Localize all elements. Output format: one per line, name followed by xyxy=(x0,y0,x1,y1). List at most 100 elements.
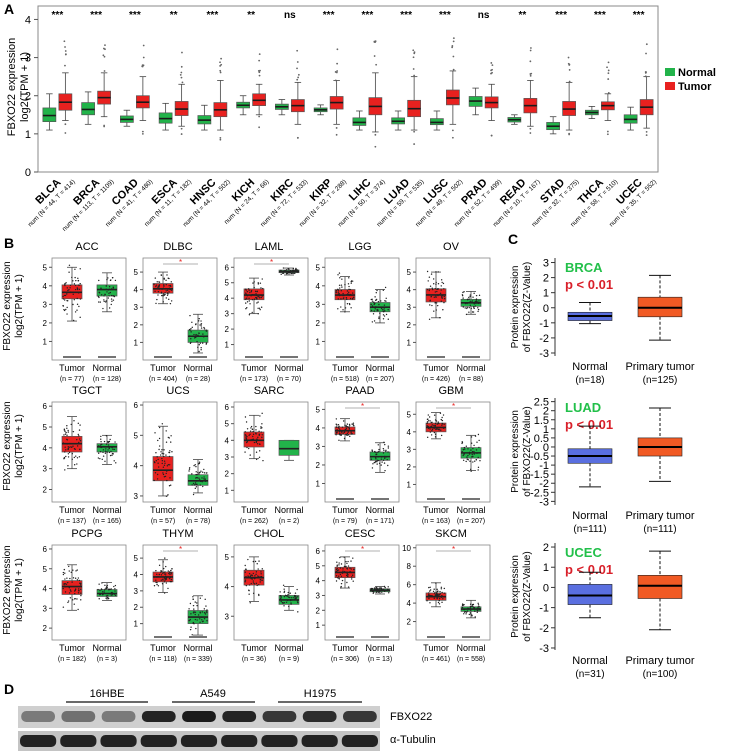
b-ticklabel: 3 xyxy=(225,453,230,462)
b-tumor-PCPG-point xyxy=(65,583,68,586)
b-tumor-ACC-point xyxy=(68,271,70,273)
c-cancer-label: LUAD xyxy=(565,400,601,415)
panel-b: FBXO22 expression log2(TPM + 1) FBXO22 e… xyxy=(2,241,491,663)
b-tumor-LAML-point xyxy=(248,297,250,300)
b-frame xyxy=(415,544,491,641)
b-normal-PAAD-point xyxy=(372,463,374,465)
b-frame xyxy=(51,544,127,641)
b-tumor-OV-point xyxy=(428,289,430,292)
b-tumor-ACC-point xyxy=(66,293,68,295)
b-normal-GBM-point xyxy=(470,470,472,472)
b-normal-PCPG-point xyxy=(107,595,109,597)
b-tumor-UCS-point xyxy=(163,455,165,458)
b-tumor-OV-point xyxy=(441,297,443,299)
b-ticklabel: 5 xyxy=(225,553,230,562)
b-tumor-CESC-point xyxy=(340,582,343,585)
b-ticklabel: 3 xyxy=(43,604,48,613)
b-tumor-CESC-point xyxy=(352,557,354,559)
c-ticklabel: -3 xyxy=(539,643,549,655)
b-ticklabel: 1 xyxy=(407,338,412,347)
b-frame xyxy=(233,401,309,503)
b-frame xyxy=(324,544,400,641)
a-outlier xyxy=(296,137,299,139)
b-second-label: Normal xyxy=(92,643,121,653)
b-tumor-PAAD-point xyxy=(345,426,347,428)
b-normal-UCS-point xyxy=(195,483,197,486)
b-tumor-CHOL-point xyxy=(259,578,262,581)
b-normal-LAML-point xyxy=(291,269,293,272)
b-tumor-LAML-point xyxy=(258,307,261,309)
b-normal-THYM-point xyxy=(199,618,201,620)
a-outlier xyxy=(568,69,571,71)
b-normal-GBM-point xyxy=(477,456,479,459)
b-tumor-PCPG-point xyxy=(74,598,76,600)
b-tumor-PCPG-point xyxy=(72,577,75,579)
b-tumor-PAAD-point xyxy=(343,437,346,440)
b-normal-PCPG-point xyxy=(113,585,115,588)
b-tumor-TGCT-point xyxy=(66,427,68,429)
b-normal-OV-point xyxy=(472,296,474,298)
b-normal-PCPG-point xyxy=(110,588,112,590)
b-tumor-ACC-point xyxy=(77,279,80,282)
b-tumor-THYM-point xyxy=(158,564,161,567)
b-normal-CESC-point xyxy=(381,588,383,590)
b-normal-ACC-point xyxy=(99,301,101,303)
b-normal-PAAD-point xyxy=(376,459,379,462)
b-tumor-LAML-point xyxy=(262,287,264,290)
b-tumor-DLBC-point xyxy=(160,274,163,276)
a-outlier xyxy=(103,70,106,72)
b-ticklabel: 5 xyxy=(134,431,139,440)
b-normal-LGG-point xyxy=(382,289,385,291)
b-ticklabel: 5 xyxy=(225,420,230,429)
a-outlier xyxy=(180,133,183,135)
b-title-TGCT: TGCT xyxy=(72,385,102,397)
b-normal-CHOL-point xyxy=(282,584,285,586)
b-tumor-LGG-point xyxy=(337,274,339,276)
b-tumor-THYM-point xyxy=(164,573,166,575)
b-tumor-SARC-point xyxy=(258,434,260,436)
b-frame xyxy=(324,257,400,361)
b-tumor-SARC-point xyxy=(249,454,251,456)
b-ticklabel: 6 xyxy=(407,581,412,590)
b-ticklabel: 4 xyxy=(316,282,321,291)
b-tumor-PAAD-point xyxy=(342,432,344,434)
a-outlier xyxy=(567,62,570,65)
b-tumor-PCPG-point xyxy=(62,606,65,608)
b-normal-OV-point xyxy=(468,311,470,313)
b-tumor-CESC-point xyxy=(352,580,354,582)
b-tumor-PAAD-point xyxy=(346,432,349,435)
b-tumor-SARC-point xyxy=(246,446,248,449)
b-normal-TGCT-point xyxy=(104,452,107,454)
b-tumor-THYM-point xyxy=(162,561,164,563)
b-ticklabel: 1 xyxy=(134,620,139,629)
b-normal-UCS-point xyxy=(193,464,195,467)
b-normal-CESC-point xyxy=(383,585,386,588)
b-tumor-DLBC-point xyxy=(166,274,168,276)
b-second-label: Normal xyxy=(365,505,394,515)
b-normal-DLBC-point xyxy=(200,320,202,322)
b-tumor-OV-point xyxy=(434,302,436,304)
b-first-label: Tumor xyxy=(150,363,176,373)
b-normal-OV-point xyxy=(473,305,475,308)
a-outlier xyxy=(334,79,337,82)
b-normal-PAAD-point xyxy=(382,447,385,450)
a-outlier xyxy=(180,65,183,68)
a-outlier xyxy=(64,46,66,48)
b-tumor-SARC-point xyxy=(258,450,261,452)
b-normal-PCPG-point xyxy=(103,589,106,591)
b-normal-PAAD-point xyxy=(374,461,376,464)
b-tumor-DLBC-point xyxy=(158,284,160,287)
a-outlier xyxy=(529,132,532,134)
b-normal-DLBC-point xyxy=(197,320,200,322)
b-frame xyxy=(142,544,218,641)
b-tumor-PCPG-point xyxy=(75,570,77,572)
b-normal-SKCM-point xyxy=(471,605,474,607)
b-normal-CHOL-point xyxy=(284,594,287,597)
b-normal-OV-point xyxy=(468,298,470,300)
a-outlier xyxy=(219,71,222,74)
b-normal-LGG-point xyxy=(383,304,386,306)
b-normal-OV-point xyxy=(462,306,464,308)
a-outlier xyxy=(413,74,416,77)
b-ticklabel: 6 xyxy=(134,401,139,410)
b-tumor-PCPG-point xyxy=(64,591,67,593)
